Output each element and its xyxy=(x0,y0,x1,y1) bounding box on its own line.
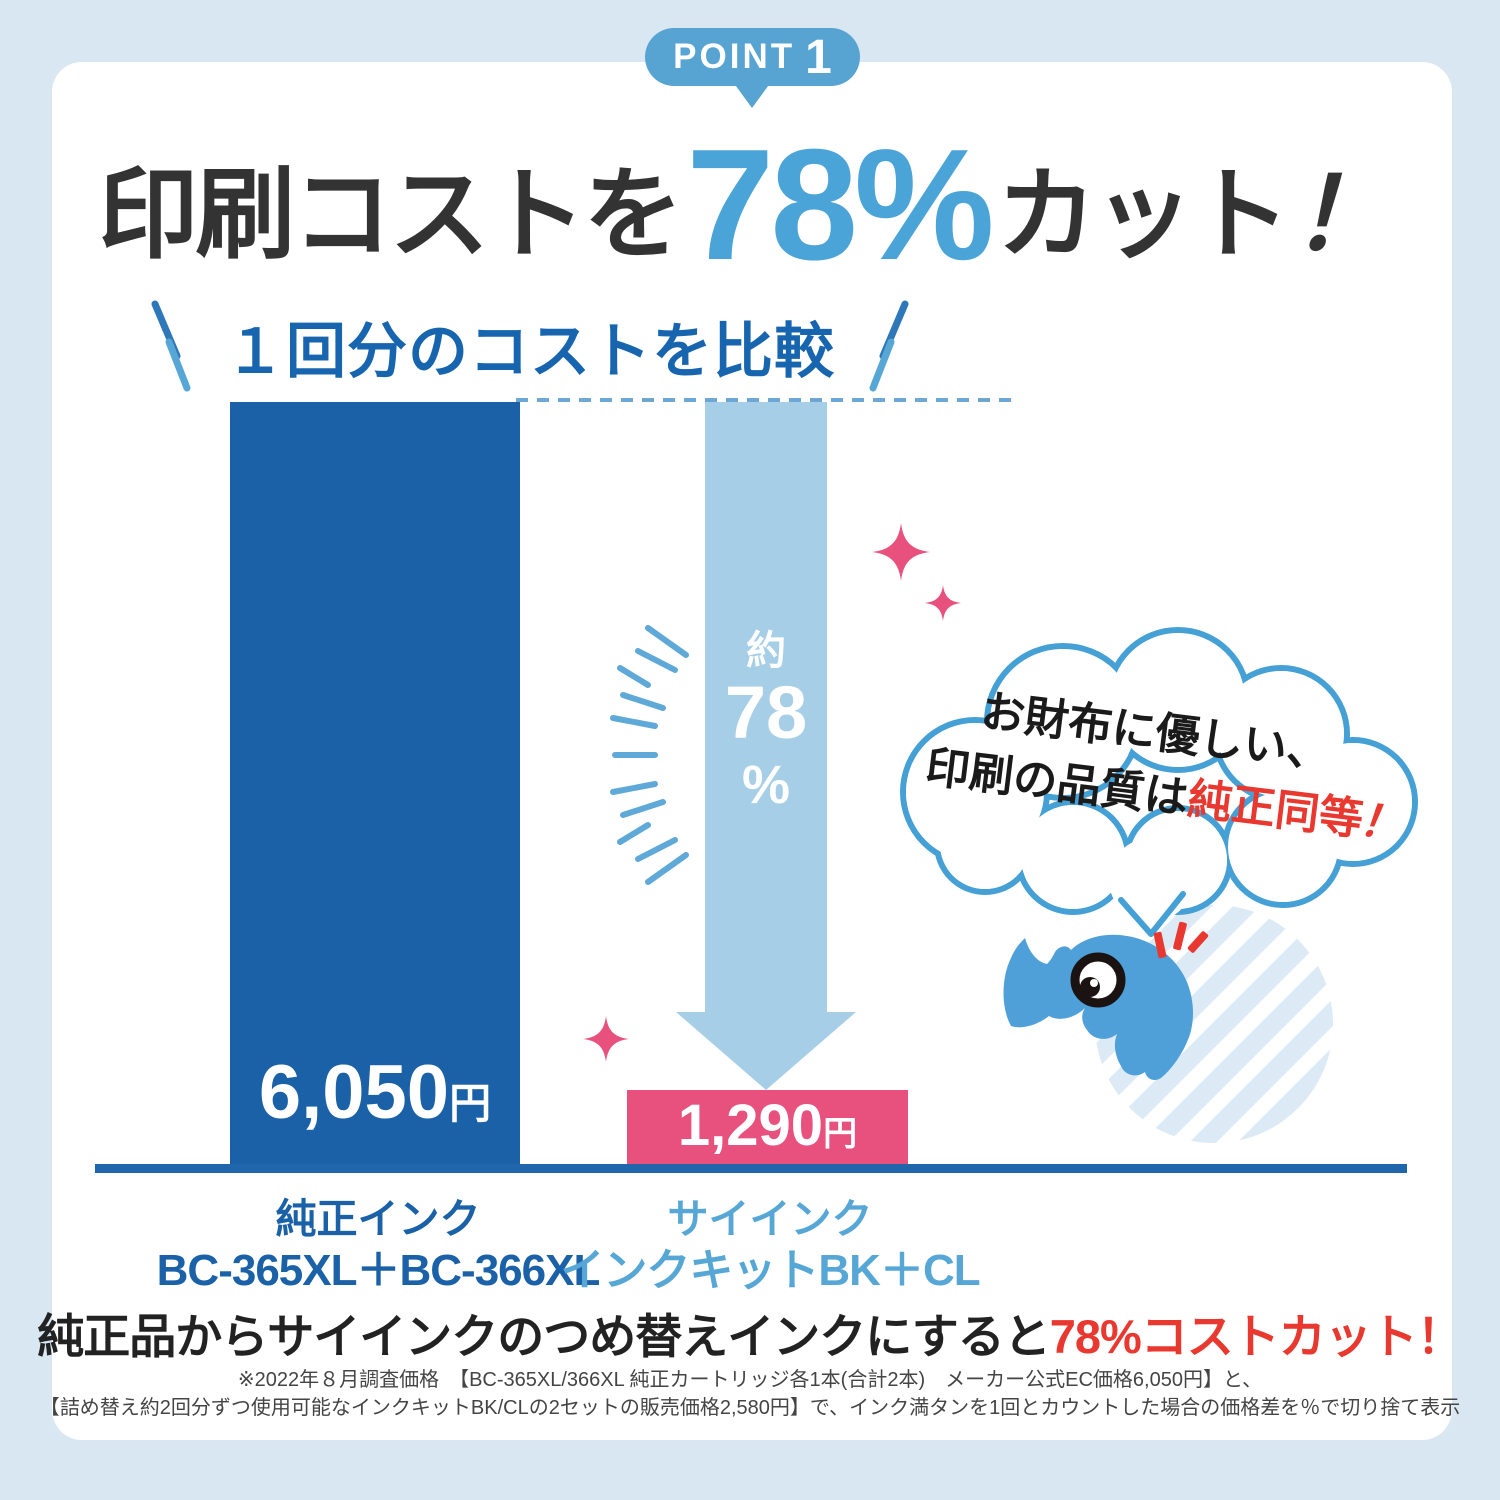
summary-statement: 純正品からサイインクのつめ替えインクにすると78%コストカット！ xyxy=(0,1298,1500,1367)
emphasis-slash-icon-right xyxy=(869,300,909,392)
category-label-genuine: 純正インク BC-365XL＋BC-366XL xyxy=(148,1194,608,1298)
title-exclamation: ！ xyxy=(1285,159,1414,271)
reduction-annotation: 約 78 % xyxy=(705,628,827,818)
bar-genuine-value: 6,050円 xyxy=(230,1049,520,1136)
point-badge-word: POINT xyxy=(673,37,796,76)
emphasis-slash-icon-left xyxy=(151,300,191,392)
page-title: 印刷コストを 78% カット ！ xyxy=(0,117,1500,293)
reduction-value: 78 xyxy=(724,671,808,754)
speech-bubble xyxy=(900,627,1418,937)
reduction-approx: 約 xyxy=(746,629,786,673)
speech-bubble-tail xyxy=(1118,891,1186,937)
point-badge-number: 1 xyxy=(805,30,832,84)
chart-subtitle: １回分のコストを比較 xyxy=(0,298,1060,394)
point-badge-tail xyxy=(733,82,771,108)
cost-reduction-arrow-icon xyxy=(676,402,856,1090)
chart-subtitle-label: １回分のコストを比較 xyxy=(225,317,835,385)
bar-genuine-ink: 6,050円 xyxy=(230,402,520,1164)
sparkle-icon xyxy=(925,585,961,621)
footnote-line2: 【詰め替え約2回分ずつ使用可能なインクキットBK/CLの2セットの販売価格2,5… xyxy=(39,1397,1461,1419)
bar-genuine-amount: 6,050 xyxy=(258,1050,450,1135)
point-badge: POINT 1 xyxy=(645,28,860,86)
bar-refill-ink: 1,290円 xyxy=(627,1090,908,1164)
sparkle-icon xyxy=(583,1016,629,1062)
rhino-mascot-icon xyxy=(1003,934,1193,1080)
title-prefix: 印刷コストを xyxy=(98,159,683,271)
title-suffix: カット xyxy=(996,159,1291,271)
category-genuine-line1: 純正インク xyxy=(275,1196,481,1242)
burst-lines-icon xyxy=(610,625,689,885)
summary-statement-black: 純正品からサイインクのつめ替えインクにすると xyxy=(37,1310,1050,1363)
reduction-unit: % xyxy=(741,755,790,815)
bar-refill-value: 1,290円 xyxy=(627,1092,908,1159)
sparkle-icon xyxy=(872,523,930,581)
bubble-line2-red: 純正同等 xyxy=(1184,775,1366,846)
bar-genuine-unit: 円 xyxy=(449,1080,492,1127)
category-label-refill: サイインク インクキットBK＋CL xyxy=(540,1194,1000,1298)
rhino-eye xyxy=(1070,952,1126,1008)
dashed-reference-line xyxy=(516,398,1012,402)
chart-baseline xyxy=(95,1164,1407,1173)
category-genuine-line2: BC-365XL＋BC-366XL xyxy=(156,1246,601,1296)
footnote-line1: ※2022年８月調査価格 【BC-365XL/366XL 純正カートリッジ各1本… xyxy=(237,1369,1263,1391)
category-refill-line2: インクキットBK＋CL xyxy=(560,1246,980,1296)
category-refill-line1: サイインク xyxy=(667,1196,873,1242)
bar-refill-amount: 1,290 xyxy=(677,1093,824,1159)
summary-statement-red: 78%コストカット！ xyxy=(1049,1310,1464,1363)
title-percentage: 78% xyxy=(686,117,994,293)
bar-refill-unit: 円 xyxy=(823,1115,858,1154)
alert-marks-icon xyxy=(1153,921,1209,959)
